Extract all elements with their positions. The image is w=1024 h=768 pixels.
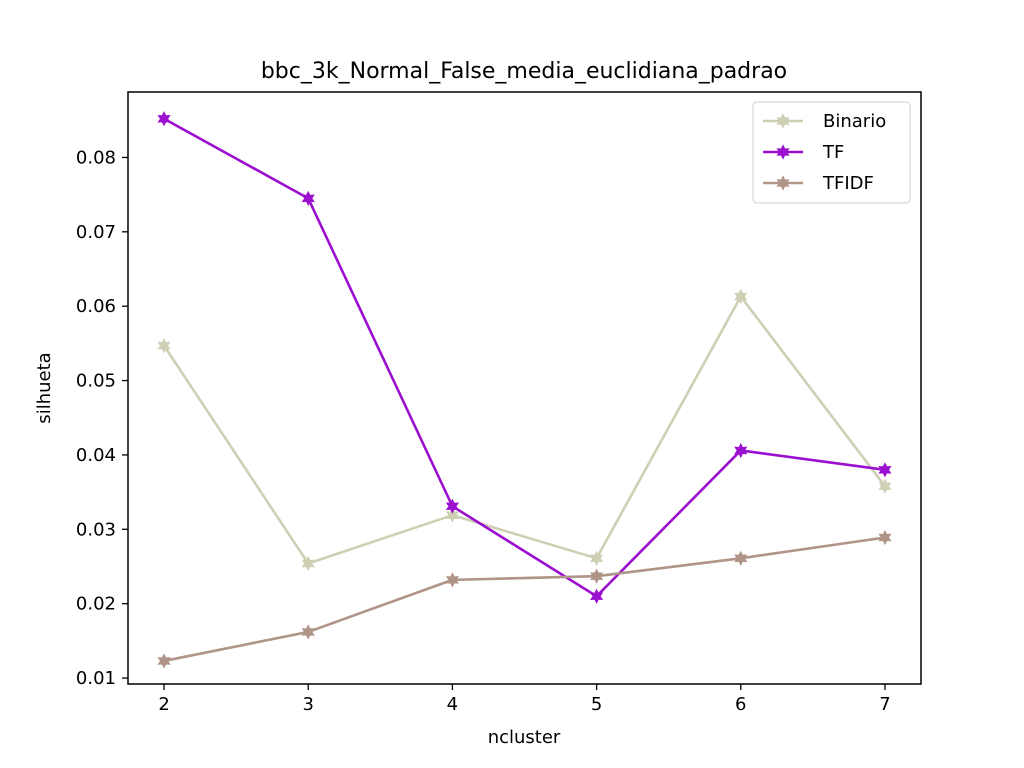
legend-marker [776, 144, 790, 160]
legend-label: Binario [823, 111, 886, 132]
y-tick-label: 0.08 [76, 147, 116, 168]
series-line [163, 536, 886, 663]
data-point [734, 550, 748, 566]
legend-marker [776, 113, 790, 129]
legend-entry: Binario [763, 111, 886, 132]
x-axis-title: ncluster [488, 727, 561, 748]
y-axis-title: silhueta [34, 352, 55, 423]
data-point [301, 624, 315, 640]
data-point [878, 529, 892, 546]
series-tf [157, 111, 892, 604]
series-line [163, 117, 886, 598]
legend-label: TF [822, 142, 844, 163]
data-point [734, 288, 748, 305]
y-tick-label: 0.06 [76, 296, 116, 317]
legend-entry: TFIDF [763, 173, 874, 194]
series-binario [157, 288, 892, 572]
data-point [301, 190, 315, 206]
legend-box [752, 101, 911, 204]
data-point [157, 111, 171, 127]
legend-entry: TF [763, 142, 844, 163]
legend-marker [776, 175, 790, 191]
chart-title: bbc_3k_Normal_False_media_euclidiana_pad… [261, 59, 787, 84]
y-tick-label: 0.05 [76, 371, 116, 392]
y-tick-label: 0.01 [76, 668, 116, 689]
y-tick-label: 0.02 [76, 594, 116, 615]
x-tick-label: 7 [879, 694, 890, 715]
x-tick-label: 4 [447, 694, 458, 715]
x-tick-label: 3 [303, 694, 314, 715]
legend-label: TFIDF [822, 173, 874, 194]
y-tick-label: 0.03 [76, 519, 116, 540]
data-point [157, 337, 171, 354]
series-tfidf [157, 529, 892, 669]
data-point [301, 555, 315, 572]
plot-frame [127, 91, 922, 685]
legend: Binario TF TFIDF [752, 101, 911, 204]
y-tick-label: 0.04 [76, 445, 116, 466]
x-tick-label: 6 [735, 694, 746, 715]
series-line [162, 295, 886, 565]
data-point [445, 498, 460, 514]
data-point [157, 653, 171, 669]
y-tick-label: 0.07 [76, 222, 116, 243]
axes: 2 3 4 5 6 7 0.01 0.02 0.03 0.04 0.05 0.06 0.07 0.08 [76, 91, 922, 715]
series-layer [157, 111, 892, 669]
data-point [445, 572, 460, 588]
data-point [589, 588, 604, 604]
data-point [589, 550, 604, 566]
data-point [734, 442, 748, 459]
data-point [878, 478, 892, 494]
data-point [445, 507, 460, 523]
data-point [589, 568, 604, 584]
data-point [878, 462, 892, 478]
x-tick-label: 2 [158, 694, 169, 715]
x-tick-label: 5 [591, 694, 602, 715]
